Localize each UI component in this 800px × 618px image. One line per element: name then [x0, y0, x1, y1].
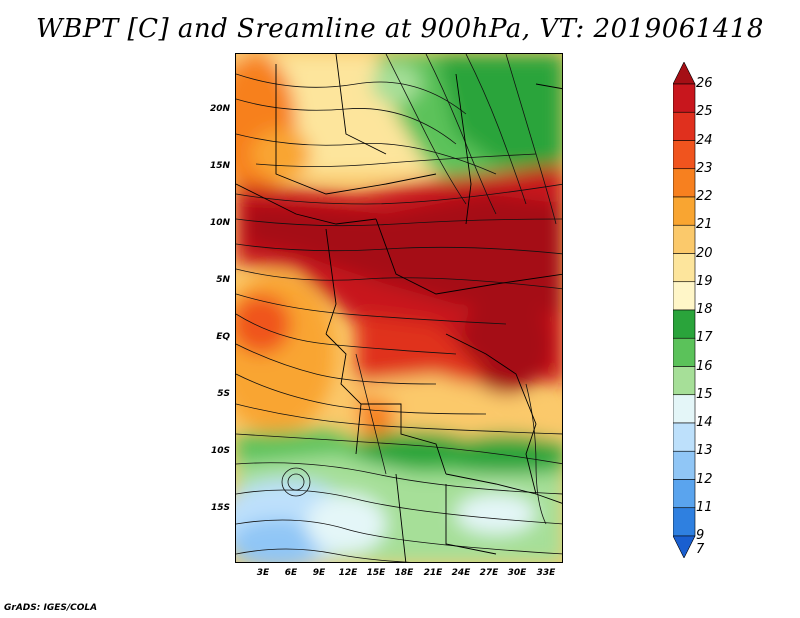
lon-label-12e: 12E	[338, 568, 358, 578]
colorbar-block	[673, 479, 696, 509]
colorbar-block	[673, 83, 696, 113]
colorbar-tick-label: 20	[696, 245, 713, 261]
lat-label-10n: 10N	[209, 218, 230, 228]
streamlines	[236, 54, 562, 562]
colorbar-block	[673, 196, 696, 226]
lat-label-15n: 15N	[209, 161, 230, 171]
colorbar	[673, 62, 696, 558]
plot-title: WBPT [C] and Sreamline at 900hPa, VT: 20…	[36, 14, 764, 44]
lat-label-15s: 15S	[210, 503, 230, 513]
colorbar-tick-label: 13	[696, 443, 713, 459]
colorbar-tick-label: 9	[696, 528, 705, 543]
map-field-svg	[236, 54, 562, 562]
colorbar-tick-label: 16	[696, 358, 713, 374]
lon-label-15e: 15E	[366, 568, 386, 578]
colorbar-tick-label: 19	[696, 273, 713, 289]
lat-label-10s: 10S	[210, 446, 230, 456]
lon-label-6e: 6E	[284, 568, 298, 578]
colorbar-tick-label: 22	[696, 189, 713, 204]
country-borders	[236, 54, 562, 562]
lon-label-27e: 27E	[479, 568, 499, 578]
colorbar-tick-label: 26	[696, 76, 713, 91]
colorbar-top-triangle	[673, 62, 696, 85]
lat-label-20n: 20N	[209, 104, 230, 114]
colorbar-block	[673, 507, 696, 537]
colorbar-tick-label: 14	[696, 415, 713, 430]
colorbar-blocks	[673, 62, 696, 558]
colorbar-block	[673, 281, 696, 311]
colorbar-block	[673, 422, 696, 452]
colorbar-block	[673, 168, 696, 198]
lon-label-30e: 30E	[507, 568, 527, 578]
footer-credit: GrADS: IGES/COLA	[4, 603, 98, 613]
colorbar-tick-label: 23	[696, 160, 713, 176]
colorbar-block	[673, 140, 696, 170]
lon-label-9e: 9E	[312, 568, 326, 578]
colorbar-block	[673, 253, 696, 283]
colorbar-block	[673, 337, 696, 367]
colorbar-tick-label: 15	[696, 386, 713, 402]
lat-label-5s: 5S	[217, 389, 230, 399]
lat-label-5n: 5N	[216, 275, 230, 285]
colorbar-block	[673, 111, 696, 141]
lon-label-24e: 24E	[451, 568, 471, 578]
colorbar-tick-label: 11	[696, 499, 713, 515]
colorbar-tick-label: 12	[696, 471, 713, 487]
lon-label-33e: 33E	[536, 568, 556, 578]
temperature-field	[236, 54, 562, 562]
colorbar-bottom-triangle	[673, 535, 696, 558]
colorbar-tick-label: 17	[696, 330, 713, 346]
lon-label-3e: 3E	[256, 568, 270, 578]
colorbar-block	[673, 366, 696, 396]
map-plot	[235, 53, 563, 563]
colorbar-block	[673, 394, 696, 424]
colorbar-block	[673, 450, 696, 480]
colorbar-block	[673, 309, 696, 339]
colorbar-tick-label: 18	[696, 302, 713, 317]
lon-label-21e: 21E	[423, 568, 443, 578]
colorbar-tick-label: 7	[696, 542, 705, 557]
colorbar-tick-label: 25	[696, 104, 713, 120]
colorbar-tick-label: 21	[696, 217, 713, 233]
colorbar-tick-label: 24	[696, 132, 713, 148]
colorbar-block	[673, 224, 696, 254]
lat-label-eq: EQ	[216, 332, 230, 342]
lon-label-18e: 18E	[394, 568, 414, 578]
